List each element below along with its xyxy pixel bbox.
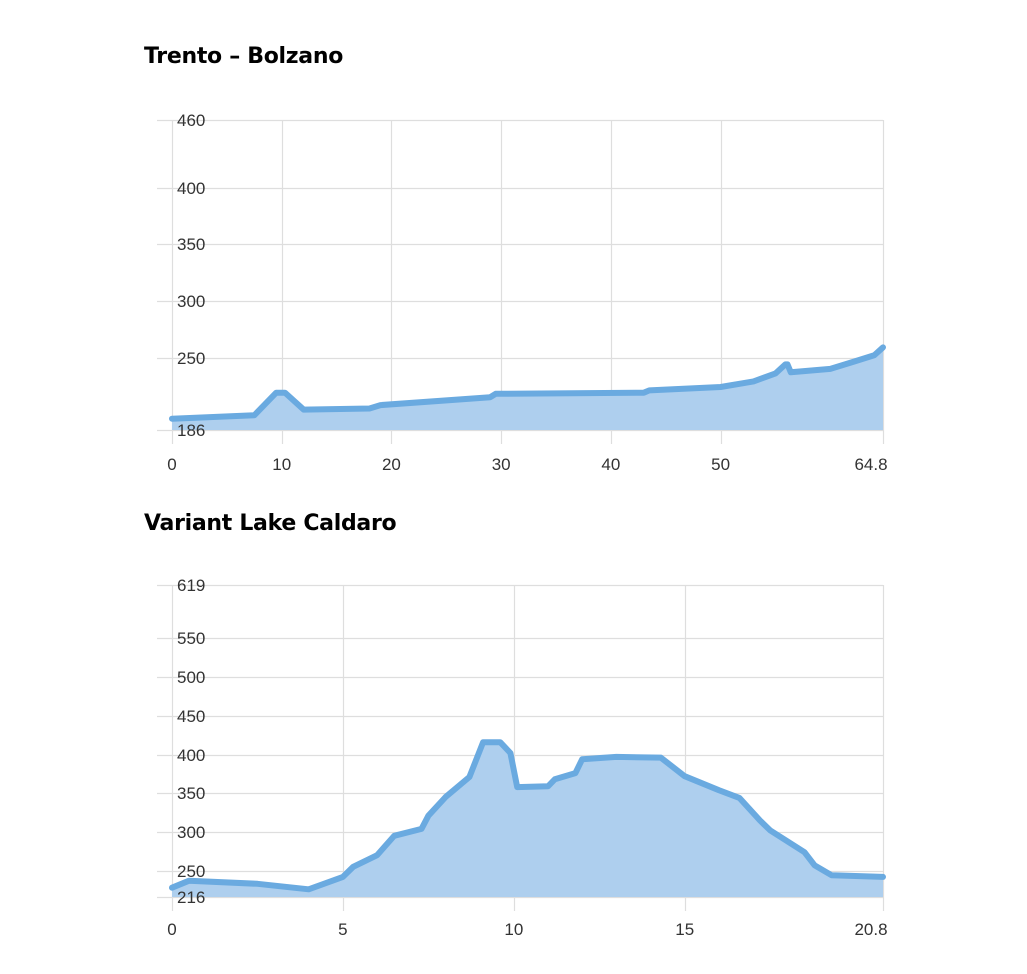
elevation-line bbox=[169, 739, 886, 893]
x-axis-labels: 0 10 20 30 40 50 64.8 bbox=[167, 455, 887, 474]
x-tick-label: 15 bbox=[675, 920, 694, 939]
chart-title-variant-lake-caldaro: Variant Lake Caldaro bbox=[144, 511, 397, 536]
y-axis-labels: 186 250 300 350 400 460 bbox=[177, 111, 205, 440]
y-tick-label: 500 bbox=[177, 668, 205, 687]
y-tick-label: 216 bbox=[177, 888, 205, 907]
x-tick-label: 40 bbox=[601, 455, 620, 474]
x-tick-label: 50 bbox=[711, 455, 730, 474]
y-tick-label: 400 bbox=[177, 179, 205, 198]
y-tick-label: 250 bbox=[177, 862, 205, 881]
y-tick-label: 400 bbox=[177, 746, 205, 765]
y-tick-label: 300 bbox=[177, 823, 205, 842]
y-tick-label: 300 bbox=[177, 292, 205, 311]
x-tick-label: 10 bbox=[504, 920, 523, 939]
elevation-chart-trento-bolzano: 186 250 300 350 400 460 0 10 20 30 40 50 64.8 bbox=[157, 111, 888, 474]
chart-title-trento-bolzano: Trento – Bolzano bbox=[144, 44, 344, 69]
x-tick-label: 20.8 bbox=[854, 920, 887, 939]
elevation-line bbox=[169, 344, 886, 422]
x-tick-label: 0 bbox=[167, 920, 176, 939]
y-tick-label: 250 bbox=[177, 349, 205, 368]
x-tick-label: 30 bbox=[492, 455, 511, 474]
y-tick-label: 450 bbox=[177, 707, 205, 726]
x-tick-label: 0 bbox=[167, 455, 176, 474]
x-tick-label: 20 bbox=[382, 455, 401, 474]
y-axis-labels: 216 250 300 350 400 450 500 550 619 bbox=[177, 576, 205, 907]
x-tick-label: 5 bbox=[338, 920, 347, 939]
y-tick-label: 460 bbox=[177, 111, 205, 130]
y-tick-label: 186 bbox=[177, 421, 205, 440]
x-axis-labels: 0 5 10 15 20.8 bbox=[167, 920, 887, 939]
elevation-area bbox=[172, 742, 883, 897]
y-tick-label: 350 bbox=[177, 235, 205, 254]
y-tick-label: 550 bbox=[177, 629, 205, 648]
x-tick-label: 64.8 bbox=[854, 455, 887, 474]
x-tick-label: 10 bbox=[272, 455, 291, 474]
y-tick-label: 350 bbox=[177, 784, 205, 803]
y-tick-label: 619 bbox=[177, 576, 205, 595]
